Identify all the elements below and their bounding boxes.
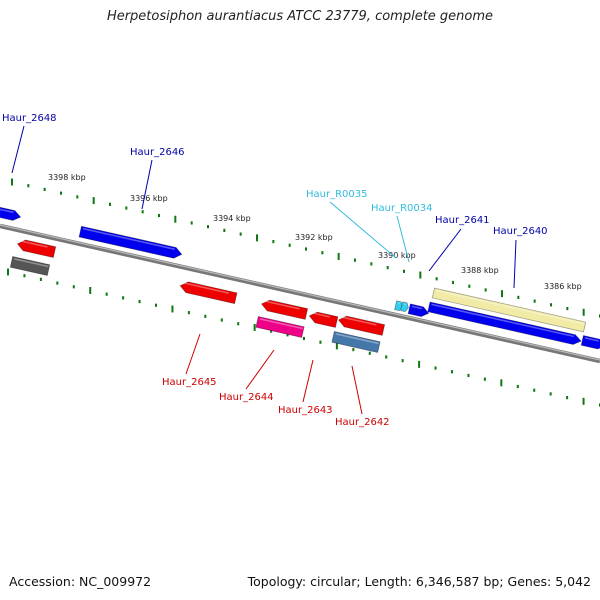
gene-arrow-haur-2648[interactable]	[0, 205, 22, 222]
gene-arrow-haur-2648-shape	[0, 205, 22, 221]
pseudogene-bar-shape	[255, 315, 305, 339]
gene-label-haur-2640[interactable]: Haur_2640	[493, 226, 548, 237]
gc-content-bar-shape	[9, 255, 51, 277]
tick-label-2: 3394 kbp	[213, 214, 251, 223]
callout-line-haur-2642	[351, 365, 363, 415]
gene-arrow-haur-2640-shine	[431, 303, 575, 338]
gene-arrow-haur-2643-shine	[311, 312, 330, 318]
callout-line-haur-2643	[302, 359, 314, 403]
misc-feature-bar-shape	[331, 330, 381, 354]
trna-arrow-haur-r0034-shape	[400, 301, 409, 313]
gene-arrow-haur-2645[interactable]	[179, 280, 238, 305]
gene-label-haur-2642[interactable]: Haur_2642	[335, 417, 390, 428]
gene-label-haur-r0035[interactable]: Haur_R0035	[306, 189, 368, 200]
gene-arrow-right-edge-shape	[580, 335, 600, 350]
gene-arrow-haur-2642-shape	[337, 315, 386, 336]
callout-line-haur-r0034	[396, 215, 410, 263]
gene-arrow-haur-2644-shine	[264, 300, 300, 310]
pseudogene-bar-shine	[259, 318, 303, 330]
callout-line-haur-2645	[185, 333, 201, 375]
highlight-region[interactable]	[431, 287, 587, 333]
gene-arrow-haur-2648-shine	[0, 207, 14, 214]
misc-feature-bar[interactable]	[331, 330, 381, 354]
gene-arrow-haur-2641[interactable]	[407, 303, 430, 318]
accession-text: Accession: NC_009972	[9, 574, 152, 589]
gene-arrow-haur-2641-shine	[411, 305, 423, 310]
gene-arrow-haur-2642[interactable]	[337, 315, 386, 336]
callout-line-haur-2644	[245, 349, 275, 390]
callout-line-haur-2648	[11, 125, 25, 174]
highlight-region-shine	[435, 289, 585, 325]
gene-arrow-haur-2646[interactable]	[78, 225, 183, 260]
misc-feature-bar-shine	[335, 333, 379, 345]
highlight-region-shape	[431, 287, 587, 333]
tick-label-6: 3386 kbp	[544, 282, 582, 291]
gene-arrow-haur-2646-shape	[78, 225, 183, 259]
trna-arrow-haur-r0034[interactable]	[400, 301, 410, 313]
gc-content-bar[interactable]	[9, 255, 51, 277]
gene-arrow-left-edge-shine	[20, 240, 48, 248]
genome-backbone-line	[0, 223, 600, 364]
gene-label-haur-2646[interactable]: Haur_2646	[130, 147, 185, 158]
gene-arrow-haur-2642-shine	[341, 316, 377, 326]
gene-arrow-right-edge[interactable]	[580, 335, 600, 350]
tick-label-0: 3398 kbp	[48, 173, 86, 182]
tick-label-5: 3388 kbp	[461, 266, 499, 275]
gene-arrow-haur-2643-shape	[308, 311, 339, 328]
gene-label-haur-2641[interactable]: Haur_2641	[435, 215, 490, 226]
tick-label-4: 3390 kbp	[378, 251, 416, 260]
genome-stats-text: Topology: circular; Length: 6,346,587 bp…	[247, 574, 591, 589]
callout-line-haur-r0035	[329, 201, 397, 259]
tick-label-1: 3396 kbp	[130, 194, 168, 203]
callout-line-haur-2646	[141, 159, 153, 210]
tick-label-3: 3392 kbp	[295, 233, 333, 242]
gene-label-haur-2645[interactable]: Haur_2645	[162, 377, 217, 388]
gene-arrow-right-edge-shine	[584, 337, 599, 342]
gene-arrow-haur-2643[interactable]	[308, 311, 339, 328]
genome-backbone-highlight	[0, 224, 600, 361]
gene-arrow-haur-2641-shape	[407, 303, 430, 318]
gene-arrow-left-edge[interactable]	[16, 238, 57, 259]
gene-arrow-haur-2645-shine	[182, 282, 229, 294]
gene-label-haur-2648[interactable]: Haur_2648	[2, 113, 57, 124]
gene-label-haur-2643[interactable]: Haur_2643	[278, 405, 333, 416]
gene-arrow-haur-2640-shape	[427, 301, 582, 345]
gene-arrow-haur-2640[interactable]	[427, 301, 582, 346]
gc-content-bar-shine	[14, 258, 49, 268]
callout-line-haur-2641	[428, 228, 462, 272]
trna-arrow-haur-r0035-shape	[394, 300, 403, 312]
gene-arrow-haur-2646-shine	[82, 227, 175, 250]
page-title: Herpetosiphon aurantiacus ATCC 23779, co…	[106, 9, 494, 24]
pseudogene-bar[interactable]	[255, 315, 305, 339]
gene-arrow-haur-2644[interactable]	[260, 299, 309, 320]
trna-arrow-haur-r0035[interactable]	[394, 300, 404, 312]
gene-label-haur-r0034[interactable]: Haur_R0034	[371, 203, 433, 214]
callout-line-haur-2640	[513, 239, 517, 289]
gene-arrow-left-edge-shape	[16, 239, 57, 259]
gene-arrow-haur-2645-shape	[179, 281, 238, 305]
gene-arrow-haur-2644-shape	[260, 299, 309, 320]
gene-label-haur-2644[interactable]: Haur_2644	[219, 392, 274, 403]
